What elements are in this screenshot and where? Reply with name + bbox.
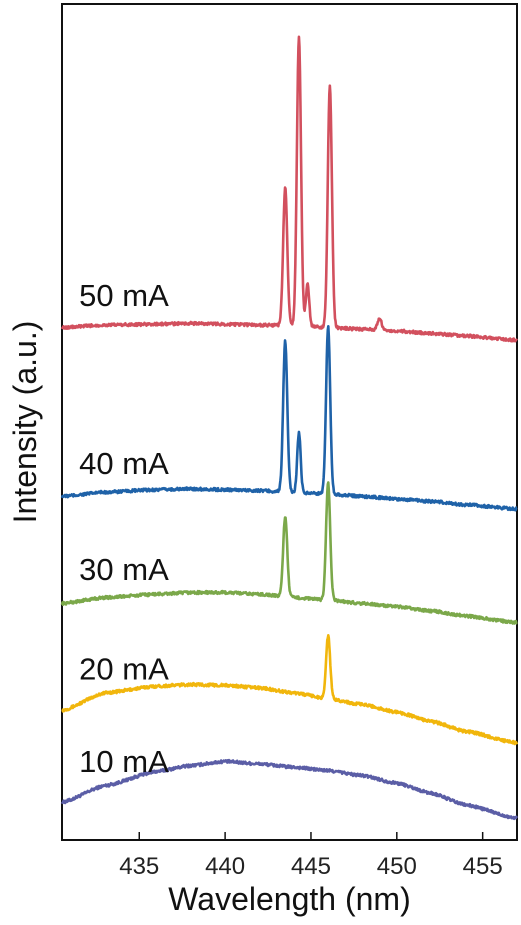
x-tick-label-455: 455	[463, 853, 503, 880]
series-label-50-ma: 50 mA	[79, 278, 169, 313]
series-label-40-ma: 40 mA	[79, 446, 169, 481]
series-layer: 10 mA 20 mA 30 mA 40 mA 50 mA	[60, 35, 519, 821]
y-axis-title: Intensity (a.u.)	[7, 321, 43, 524]
series-line-20-ma	[61, 634, 519, 746]
x-tick-label-435: 435	[119, 853, 159, 880]
series-line-50-ma	[60, 35, 518, 343]
series-label-10-ma: 10 mA	[79, 744, 169, 779]
series-label-30-ma: 30 mA	[79, 552, 169, 587]
plot-frame	[61, 3, 518, 841]
x-axis-ticks: 435 440 445 450 455	[119, 832, 503, 880]
series-line-30-ma	[60, 481, 518, 625]
x-tick-label-440: 440	[205, 853, 245, 880]
series-line-40-ma	[60, 324, 518, 512]
series-line-10-ma	[60, 758, 519, 821]
x-axis-title: Wavelength (nm)	[168, 881, 410, 917]
x-tick-label-450: 450	[377, 853, 417, 880]
x-tick-label-445: 445	[291, 853, 331, 880]
series-label-20-ma: 20 mA	[79, 651, 169, 686]
